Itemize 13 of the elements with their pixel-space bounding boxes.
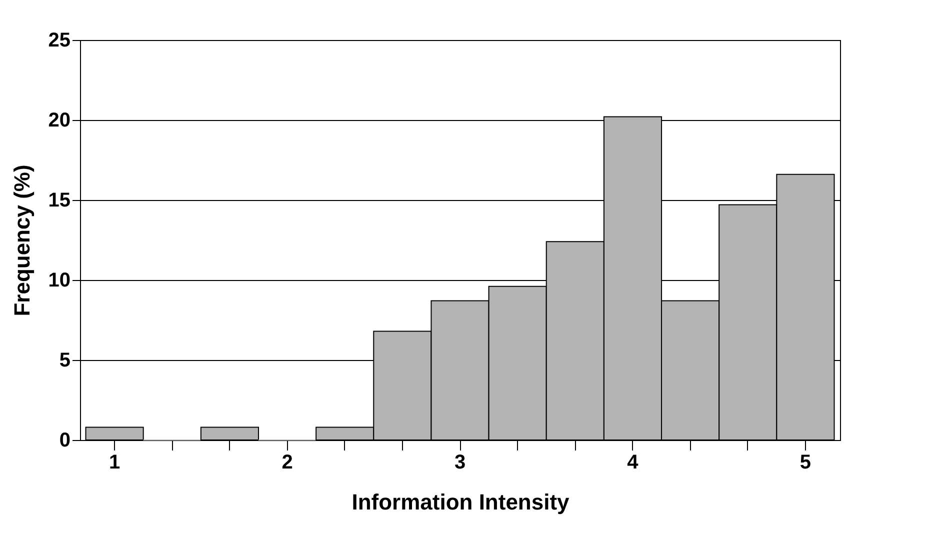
y-tick-label: 0 [59,430,70,452]
y-tick-label: 20 [48,110,70,132]
x-tick-label: 4 [627,452,640,474]
y-tick-label: 10 [48,270,70,292]
x-tick-label: 1 [108,452,120,474]
y-tick-label: 15 [48,190,70,212]
x-tick-label: 2 [282,452,293,474]
y-axis-title: Frequency (%) [9,164,34,316]
y-tick-label: 25 [48,30,70,52]
x-tick-label: 5 [800,452,812,474]
x-tick-label: 3 [454,452,466,474]
y-tick-label: 5 [59,350,70,372]
x-axis-title: Information Intensity [352,490,570,514]
